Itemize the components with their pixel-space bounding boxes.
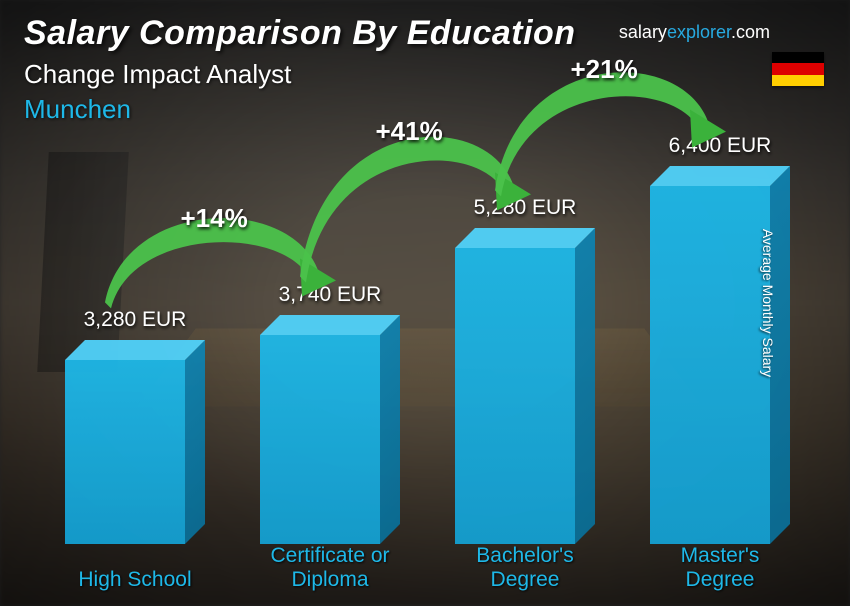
arc-percent-label: +14%	[181, 203, 248, 234]
brand-part1: salary	[619, 22, 667, 42]
increase-arc	[40, 112, 810, 592]
flag-stripe-black	[772, 52, 824, 63]
flag-stripe-red	[772, 63, 824, 74]
page-title: Salary Comparison By Education	[24, 14, 576, 53]
header: Salary Comparison By Education Change Im…	[24, 14, 576, 125]
y-axis-label: Average Monthly Salary	[760, 229, 776, 377]
arrowhead-icon	[690, 110, 726, 148]
brand-logo: salaryexplorer.com	[619, 22, 770, 43]
country-flag-germany	[772, 52, 824, 86]
arc-percent-label: +21%	[571, 54, 638, 85]
brand-part2: explorer	[667, 22, 731, 42]
salary-bar-chart: 3,280 EURHigh School3,740 EURCertificate…	[40, 112, 810, 592]
brand-part3: .com	[731, 22, 770, 42]
page-subtitle: Change Impact Analyst	[24, 59, 576, 90]
page-location: Munchen	[24, 94, 576, 125]
flag-stripe-gold	[772, 75, 824, 86]
